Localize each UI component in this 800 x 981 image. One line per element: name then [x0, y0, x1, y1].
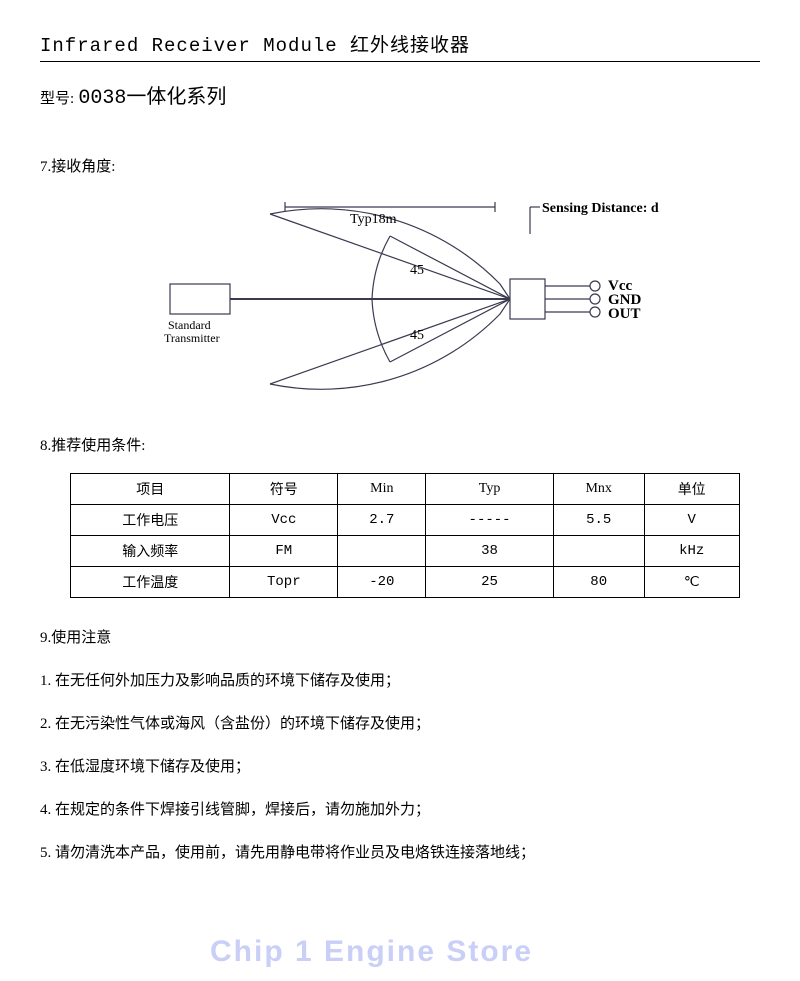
cell: 2.7: [338, 505, 426, 536]
cell: V: [644, 505, 739, 536]
cell: [338, 536, 426, 567]
diagram-tx-line1: Standard: [168, 318, 211, 332]
diagram-svg: Typ18m Sensing Distance: d 45 45 Standar…: [140, 194, 660, 404]
model-label: 型号:: [40, 91, 74, 107]
diagram-angle-lower: 45: [410, 328, 424, 343]
cell: 5.5: [553, 505, 644, 536]
cell: Topr: [230, 567, 338, 598]
watermark-text: Chip 1 Engine Store: [210, 935, 533, 969]
cell: FM: [230, 536, 338, 567]
table-row: 工作电压 Vcc 2.7 ----- 5.5 V: [71, 505, 740, 536]
col-symbol: 符号: [230, 474, 338, 505]
note-item: 4. 在规定的条件下焊接引线管脚，焊接后，请勿施加外力；: [40, 798, 760, 819]
table-row: 工作温度 Topr -20 25 80 ℃: [71, 567, 740, 598]
model-value: 0038一体化系列: [78, 87, 226, 110]
diagram-angle-upper: 45: [410, 263, 424, 278]
diagram-sensing-label: Sensing Distance: d: [542, 201, 659, 216]
cell: 工作电压: [71, 505, 230, 536]
cell: ℃: [644, 567, 739, 598]
note-item: 3. 在低湿度环境下储存及使用；: [40, 755, 760, 776]
diagram-pin-out: OUT: [608, 306, 641, 322]
cell: kHz: [644, 536, 739, 567]
section7-heading: 7.接收角度:: [40, 155, 760, 176]
cell: 25: [426, 567, 553, 598]
diagram-typ-label: Typ18m: [350, 212, 397, 227]
model-line: 型号: 0038一体化系列: [40, 80, 760, 110]
page-title: Infrared Receiver Module 红外线接收器: [40, 30, 760, 62]
cell: 80: [553, 567, 644, 598]
note-item: 5. 请勿清洗本产品，使用前，请先用静电带将作业员及电烙铁连接落地线；: [40, 841, 760, 862]
col-item: 项目: [71, 474, 230, 505]
reception-angle-diagram: Typ18m Sensing Distance: d 45 45 Standar…: [40, 194, 760, 404]
cell: 38: [426, 536, 553, 567]
conditions-table: 项目 符号 Min Typ Mnx 单位 工作电压 Vcc 2.7 ----- …: [70, 473, 740, 598]
cell: -20: [338, 567, 426, 598]
usage-notes-list: 1. 在无任何外加压力及影响品质的环境下储存及使用； 2. 在无污染性气体或海风…: [40, 669, 760, 862]
cell: -----: [426, 505, 553, 536]
col-unit: 单位: [644, 474, 739, 505]
col-typ: Typ: [426, 474, 553, 505]
note-item: 1. 在无任何外加压力及影响品质的环境下储存及使用；: [40, 669, 760, 690]
table-header-row: 项目 符号 Min Typ Mnx 单位: [71, 474, 740, 505]
section9-heading: 9.使用注意: [40, 626, 760, 647]
section8-heading: 8.推荐使用条件:: [40, 434, 760, 455]
cell: [553, 536, 644, 567]
note-item: 2. 在无污染性气体或海风（含盐份）的环境下储存及使用；: [40, 712, 760, 733]
table-row: 输入频率 FM 38 kHz: [71, 536, 740, 567]
cell: 工作温度: [71, 567, 230, 598]
cell: 输入频率: [71, 536, 230, 567]
cell: Vcc: [230, 505, 338, 536]
col-max: Mnx: [553, 474, 644, 505]
col-min: Min: [338, 474, 426, 505]
diagram-tx-line2: Transmitter: [164, 331, 220, 345]
